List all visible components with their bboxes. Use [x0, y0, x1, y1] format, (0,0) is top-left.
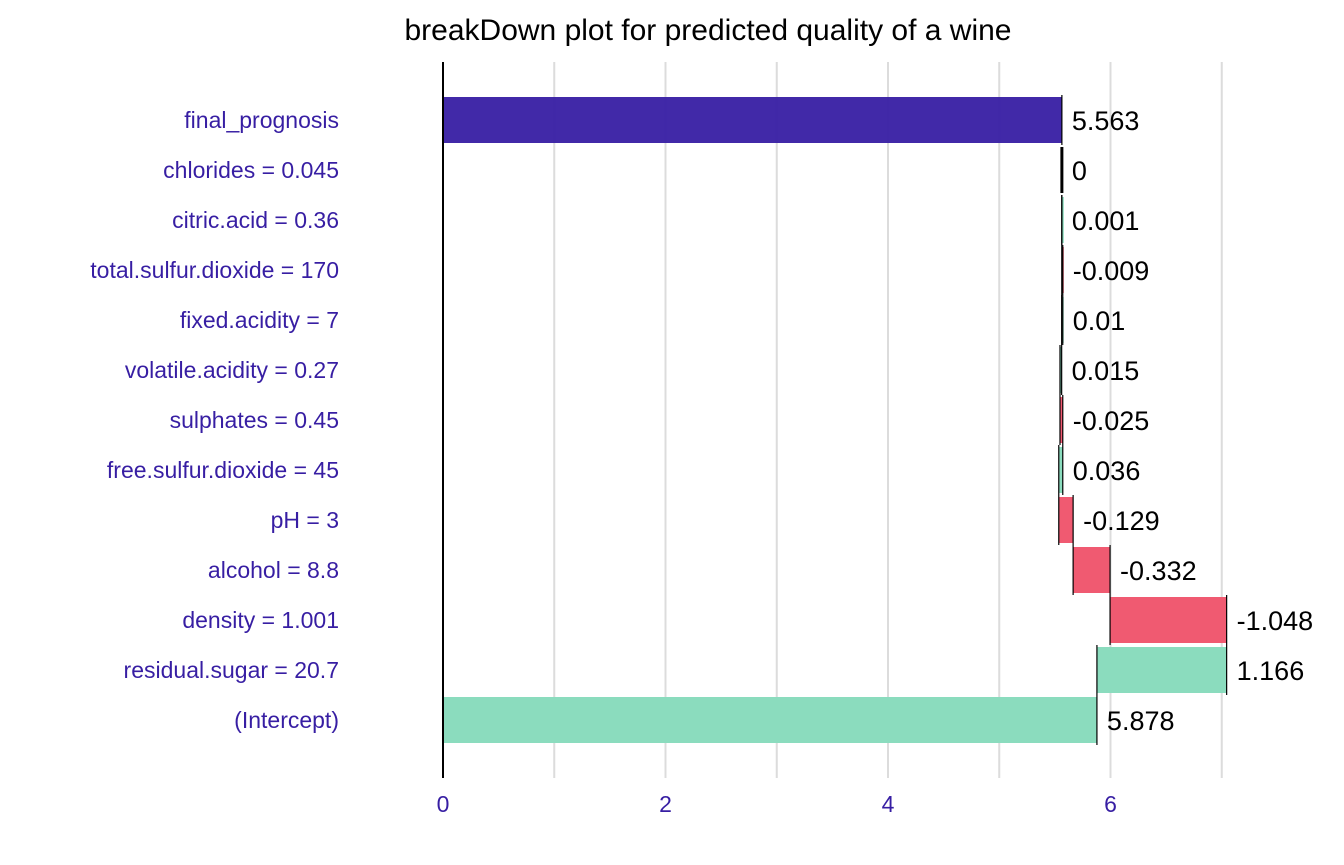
value-label: -0.009	[1073, 256, 1150, 286]
category-labels: final_prognosis chlorides = 0.045 citric.a…	[90, 107, 339, 733]
category-label: volatile.acidity = 0.27	[125, 357, 339, 383]
value-label: -0.332	[1120, 556, 1197, 586]
x-tick-label: 6	[1104, 791, 1117, 817]
category-label: chlorides = 0.045	[163, 157, 339, 183]
value-label: 0.036	[1073, 456, 1141, 486]
bar	[1073, 547, 1111, 593]
x-tick-label: 2	[659, 791, 672, 817]
category-label: total.sulfur.dioxide = 170	[90, 257, 339, 283]
grid-lines	[553, 62, 1223, 778]
value-label: 1.166	[1237, 656, 1305, 686]
value-label: 0.01	[1073, 306, 1126, 336]
bar	[1058, 447, 1063, 493]
x-tick-label: 4	[882, 791, 895, 817]
bar	[1061, 197, 1064, 243]
value-label: -1.048	[1237, 606, 1314, 636]
value-label: -0.129	[1083, 506, 1160, 536]
bar	[1096, 647, 1227, 693]
bars	[443, 95, 1228, 745]
value-label: -0.025	[1073, 406, 1150, 436]
chart-title: breakDown plot for predicted quality of …	[404, 14, 1011, 47]
x-tick-label: 0	[437, 791, 450, 817]
category-label: sulphates = 0.45	[170, 407, 339, 433]
value-label: 5.878	[1107, 706, 1175, 736]
category-label: alcohol = 8.8	[208, 557, 339, 583]
category-label: free.sulfur.dioxide = 45	[107, 457, 339, 483]
category-label: (Intercept)	[234, 707, 339, 733]
category-label: final_prognosis	[184, 107, 339, 133]
category-label: pH = 3	[271, 507, 339, 533]
x-axis-ticks: 0 2 4 6	[437, 791, 1117, 817]
value-label: 0.001	[1072, 206, 1140, 236]
value-label: 0.015	[1072, 356, 1140, 386]
bar	[1059, 347, 1062, 393]
bar	[1058, 497, 1074, 543]
bar	[443, 97, 1062, 143]
bar	[1110, 597, 1227, 643]
bar	[443, 697, 1097, 743]
value-label: 5.563	[1072, 106, 1140, 136]
category-label: fixed.acidity = 7	[180, 307, 339, 333]
bar	[1059, 397, 1063, 443]
value-labels: 5.563 0 0.001 -0.009 0.01 0.015 -0.025 0.036 -0.…	[1072, 106, 1314, 736]
category-label: density = 1.001	[182, 607, 339, 633]
category-label: citric.acid = 0.36	[172, 207, 339, 233]
value-label: 0	[1072, 156, 1087, 186]
category-label: residual.sugar = 20.7	[124, 657, 339, 683]
